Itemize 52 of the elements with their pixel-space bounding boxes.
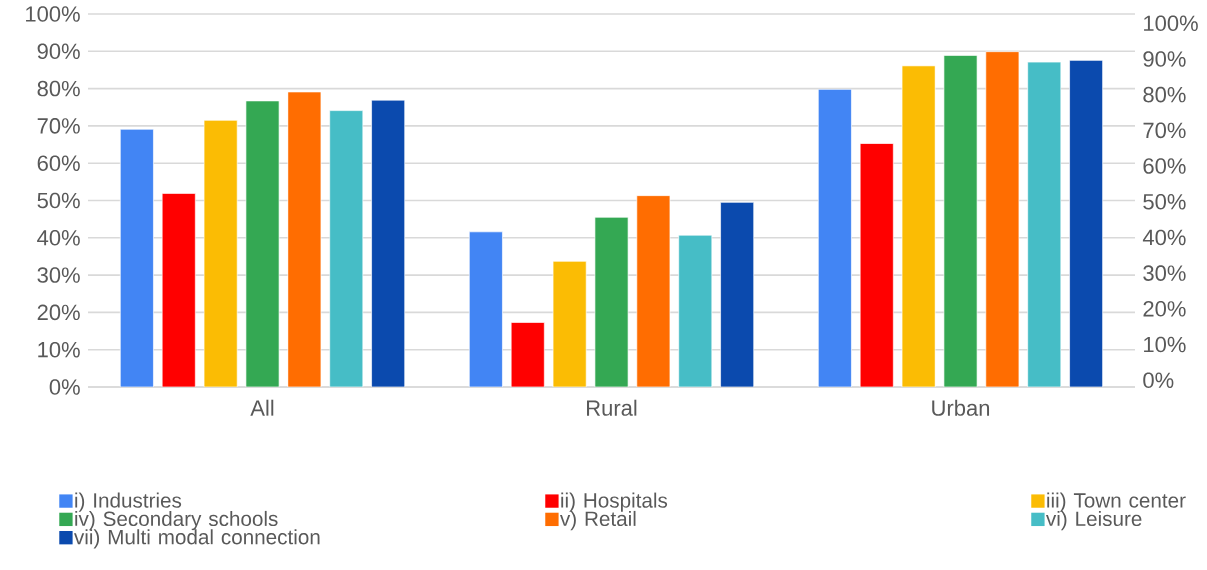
bar (1069, 59, 1104, 387)
bar (859, 143, 894, 387)
bar (510, 322, 545, 387)
legend-label: vii) Multi modal connection (74, 529, 320, 549)
y2-tick-label: 70% (1143, 122, 1186, 139)
y-tick-label: 50% (37, 192, 80, 209)
y2-tick-label: 0% (1143, 372, 1174, 388)
bar (161, 193, 196, 387)
y2-tick-label: 90% (1143, 51, 1186, 67)
bar (1027, 61, 1062, 387)
y-tick-label: 30% (37, 267, 80, 283)
bar (371, 99, 406, 387)
bar (552, 260, 587, 387)
legend-label: i) Industries (75, 492, 182, 512)
y2-tick-label: 50% (1143, 193, 1186, 210)
bar (245, 100, 280, 387)
y-tick-label: 80% (37, 80, 80, 97)
legend-label: vi) Leisure (1045, 510, 1142, 531)
y2-tick-label: 30% (1143, 265, 1186, 281)
y-tick-label: 100% (26, 6, 80, 22)
legend-label: ii) Hospitals (561, 492, 668, 512)
x-tick-label: Rural (587, 399, 637, 416)
y-tick-label: 90% (37, 43, 80, 60)
bar (203, 119, 238, 387)
y2-tick-label: 80% (1143, 86, 1186, 103)
bar (943, 55, 978, 387)
x-tick-label: All (250, 399, 274, 416)
y-tick-label: 20% (37, 304, 80, 321)
y-tick-label: 40% (37, 229, 80, 246)
y-tick-label: 70% (37, 118, 80, 134)
bar (636, 195, 671, 387)
y2-tick-label: 40% (1142, 229, 1186, 246)
y-tick-label: 0% (49, 379, 80, 395)
y-tick-label: 10% (38, 341, 80, 358)
bar (119, 128, 154, 387)
x-tick-label: Urban (932, 399, 990, 416)
bar (720, 202, 755, 387)
bar (594, 216, 629, 387)
bar (817, 89, 852, 387)
bar (468, 231, 503, 387)
y2-tick-label: 10% (1144, 336, 1186, 353)
y-tick-label: 60% (37, 155, 80, 171)
legend-label: v) Retail (559, 510, 636, 531)
y2-tick-label: 100% (1144, 15, 1198, 32)
legend-label: iii) Town center (1047, 492, 1186, 512)
bar (329, 110, 364, 387)
y2-tick-label: 60% (1143, 158, 1186, 174)
bar (985, 51, 1020, 387)
bar (678, 234, 713, 387)
y2-tick-label: 20% (1143, 301, 1186, 317)
bar (287, 91, 322, 387)
bar (901, 65, 936, 387)
